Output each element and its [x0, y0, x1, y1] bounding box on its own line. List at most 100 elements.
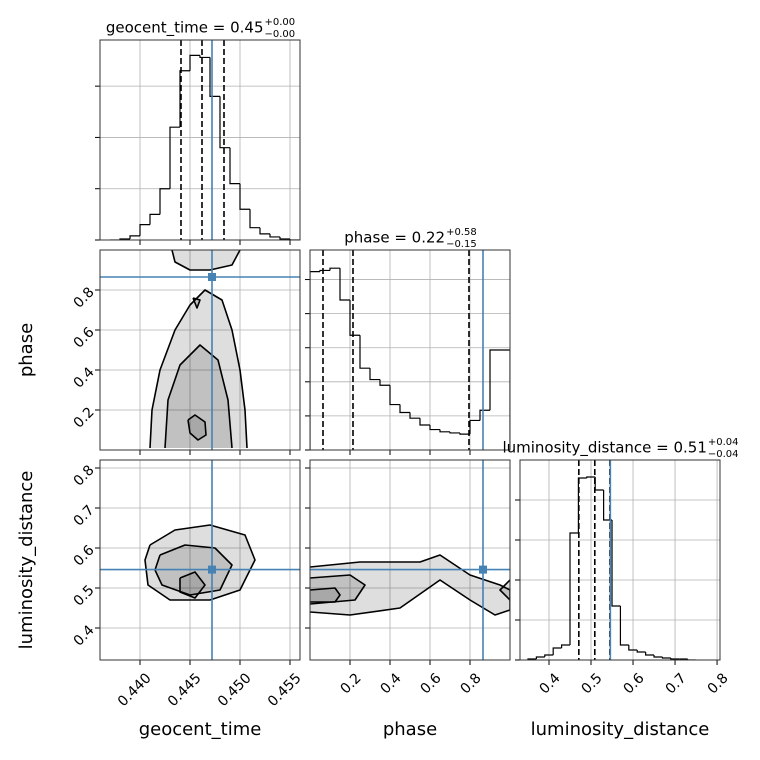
panel-frame: [99, 249, 301, 451]
panel-title: geocent_time = 0.45: [106, 19, 264, 38]
histogram-step: [687, 659, 697, 660]
x-tick-label: 0.8: [458, 670, 485, 697]
x-tick-label: 0.4: [378, 670, 405, 697]
y-tick-label: 0.7: [71, 502, 98, 529]
histogram-step: [670, 658, 680, 660]
x-tick-label: 0.5: [579, 670, 606, 697]
density-contour: [187, 414, 207, 441]
density-contour: [310, 587, 341, 603]
density-contour: [171, 250, 241, 271]
x-tick-label: 0.440: [115, 670, 155, 710]
histogram-step: [169, 126, 180, 189]
panel-title: phase = 0.22: [344, 229, 445, 247]
x-tick-label: 0.450: [215, 670, 255, 710]
x-tick-label: 0.6: [418, 670, 445, 697]
title-upper-error: +0.58: [446, 227, 477, 238]
histogram-step: [379, 379, 390, 386]
histogram-step: [636, 650, 646, 653]
histogram-step: [369, 368, 380, 381]
panel: [100, 460, 300, 660]
histogram-step: [229, 147, 240, 185]
histogram-step: [389, 385, 400, 406]
x-tick-label: 0.2: [338, 670, 365, 697]
histogram-step: [399, 404, 410, 414]
histogram-step: [199, 55, 210, 59]
density-contour: [499, 579, 510, 601]
panel-title: luminosity_distance = 0.51: [502, 439, 706, 458]
density-contour: [149, 289, 248, 449]
y-tick-label: 0.5: [71, 582, 98, 609]
panel: [100, 40, 300, 240]
histogram-step: [594, 477, 604, 491]
density-contour: [144, 524, 256, 601]
histogram-step: [129, 235, 140, 239]
x-tick-label: 0.8: [705, 670, 732, 697]
panel-frame: [309, 459, 511, 661]
histogram-step: [239, 183, 250, 210]
y-tick-label: 0.2: [71, 404, 98, 431]
histogram-step: [189, 54, 200, 71]
x-tick-label: 0.4: [537, 670, 564, 697]
y-axis-label: phase: [16, 323, 37, 377]
panel-frame: [99, 459, 301, 661]
x-tick-label: 0.445: [165, 670, 205, 710]
density-contour: [164, 344, 233, 449]
histogram-step: [489, 349, 500, 411]
histogram-step: [310, 270, 320, 450]
x-axis-label: phase: [383, 719, 437, 740]
histogram-step: [611, 520, 621, 607]
panel-frame: [99, 39, 301, 241]
histogram-step: [569, 532, 579, 645]
histogram-step: [535, 656, 545, 659]
x-axis-label: luminosity_distance: [531, 719, 710, 740]
histogram-step: [586, 476, 596, 478]
panel-frame: [309, 249, 511, 451]
y-axis-label: luminosity_distance: [16, 471, 37, 650]
truth-marker: [479, 565, 487, 574]
title-upper-error: +0.04: [708, 437, 739, 448]
panel: [310, 250, 510, 450]
histogram-step: [219, 96, 230, 149]
x-tick-label: 0.455: [265, 670, 305, 710]
panel: [520, 460, 720, 660]
y-tick-label: 0.8: [71, 462, 98, 489]
y-tick-label: 0.6: [71, 542, 98, 569]
histogram-step: [429, 425, 440, 431]
x-tick-label: 0.6: [621, 670, 648, 697]
truth-marker: [208, 565, 216, 574]
x-tick-label: 0.7: [663, 670, 690, 697]
histogram-step: [577, 477, 587, 533]
panel-frame: [519, 459, 721, 661]
histogram-step: [339, 268, 350, 301]
histogram-step: [479, 409, 490, 421]
histogram-step: [319, 269, 330, 272]
histogram-step: [661, 657, 671, 659]
density-contour: [192, 297, 201, 309]
histogram-step: [159, 188, 170, 215]
histogram-step: [560, 644, 570, 648]
panel: [310, 460, 510, 660]
histogram-step: [439, 429, 450, 433]
title-lower-error: −0.04: [708, 449, 739, 460]
histogram-step: [653, 655, 663, 658]
truth-marker: [208, 273, 216, 281]
y-tick-label: 0.4: [71, 364, 98, 391]
title-lower-error: −0.00: [265, 29, 296, 40]
histogram-step: [544, 654, 554, 657]
y-tick-label: 0.6: [71, 324, 98, 351]
histogram-step: [269, 233, 280, 238]
histogram-step: [619, 606, 629, 646]
histogram-step: [359, 335, 370, 369]
histogram-step: [209, 57, 220, 98]
histogram-step: [469, 419, 480, 435]
histogram-step: [179, 70, 190, 128]
histogram-step: [645, 652, 655, 656]
title-upper-error: +0.00: [265, 17, 296, 28]
density-contour: [310, 574, 366, 605]
histogram-step: [279, 236, 290, 240]
histogram-step: [259, 227, 270, 235]
panel: [100, 250, 300, 450]
title-lower-error: −0.15: [446, 239, 477, 250]
histogram-step: [628, 645, 638, 651]
